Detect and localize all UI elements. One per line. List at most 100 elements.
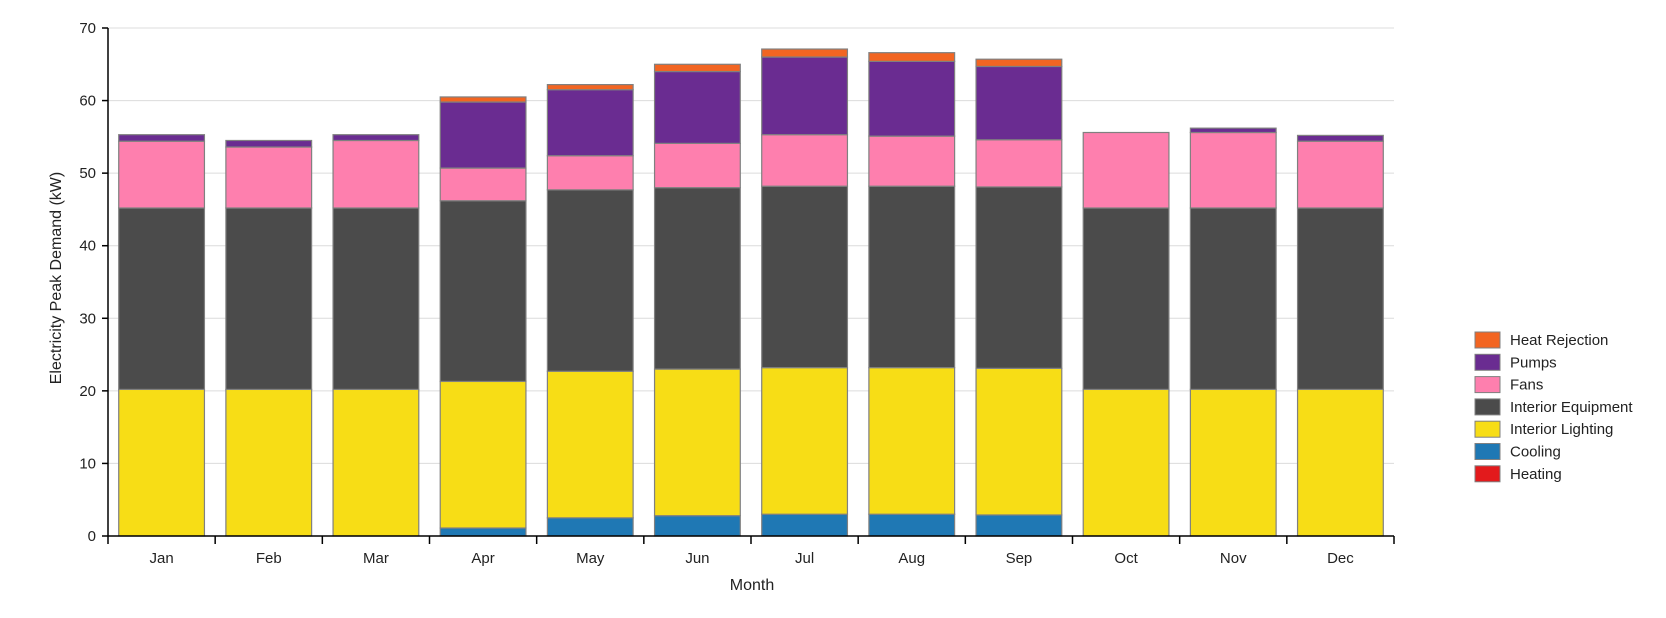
bar-segment-heat-rejection bbox=[761, 48, 849, 58]
legend-label: Fans bbox=[1510, 377, 1543, 394]
bar-segment-cooling bbox=[439, 527, 527, 537]
y-tick-label: 40 bbox=[79, 238, 96, 255]
bar-stack-dec bbox=[1296, 134, 1384, 537]
legend-item-heating: Heating bbox=[1474, 465, 1562, 483]
y-tick-label: 30 bbox=[79, 310, 96, 327]
bar-segment-interior-equipment bbox=[546, 189, 634, 372]
x-tick-label: May bbox=[576, 550, 605, 567]
legend-label: Heat Rejection bbox=[1510, 332, 1608, 349]
y-tick-label: 50 bbox=[79, 165, 96, 182]
bar-segment-pumps bbox=[439, 101, 527, 169]
bar-segment-interior-lighting bbox=[1296, 388, 1384, 537]
bar-segment-interior-lighting bbox=[868, 367, 956, 515]
bar-segment-fans bbox=[546, 155, 634, 191]
bar-stack-apr bbox=[439, 96, 527, 537]
bar-stack-sep bbox=[975, 58, 1063, 537]
bar-segment-pumps bbox=[118, 134, 206, 142]
bar-segment-interior-equipment bbox=[439, 200, 527, 383]
bar-segment-cooling bbox=[761, 513, 849, 537]
legend-swatch bbox=[1474, 443, 1501, 460]
bar-segment-interior-lighting bbox=[439, 380, 527, 529]
legend-item-heat-rejection: Heat Rejection bbox=[1474, 331, 1608, 349]
x-tick-label: Aug bbox=[898, 550, 925, 567]
bar-segment-interior-lighting bbox=[546, 370, 634, 519]
legend-item-interior-equipment: Interior Equipment bbox=[1474, 398, 1633, 416]
bar-segment-fans bbox=[225, 146, 313, 209]
bar-segment-fans bbox=[332, 139, 420, 209]
bar-stack-nov bbox=[1189, 127, 1277, 537]
bar-segment-pumps bbox=[546, 89, 634, 157]
bar-segment-cooling bbox=[868, 513, 956, 537]
bar-segment-pumps bbox=[332, 134, 420, 142]
axes: 0 10 20 30 40 50 60 70 Jan Feb Mar Apr May Jun Jul Aug S… bbox=[79, 20, 1395, 567]
x-tick-label: Jan bbox=[149, 550, 173, 567]
legend-swatch bbox=[1474, 465, 1501, 483]
x-tick-label: Mar bbox=[363, 550, 389, 567]
legend: Heat Rejection Pumps Fans Interior Equipmen… bbox=[1474, 331, 1633, 483]
legend-label: Heating bbox=[1510, 466, 1562, 483]
bar-segment-interior-equipment bbox=[118, 207, 206, 391]
bar-segment-interior-lighting bbox=[1082, 388, 1170, 537]
bar-segment-fans bbox=[1296, 140, 1384, 209]
legend-label: Pumps bbox=[1510, 354, 1557, 371]
bar-segment-fans bbox=[868, 135, 956, 187]
bar-segment-cooling bbox=[975, 514, 1063, 537]
bar-segment-interior-lighting bbox=[225, 388, 313, 537]
bar-segment-pumps bbox=[868, 60, 956, 137]
legend-swatch bbox=[1474, 398, 1501, 416]
legend-label: Interior Lighting bbox=[1510, 421, 1613, 438]
bar-segment-heat-rejection bbox=[546, 84, 634, 91]
legend-swatch bbox=[1474, 376, 1501, 394]
x-tick-label: Nov bbox=[1220, 550, 1247, 567]
legend-item-fans: Fans bbox=[1474, 376, 1543, 394]
bar-segment-interior-equipment bbox=[975, 186, 1063, 369]
x-tick-label: Apr bbox=[471, 550, 494, 567]
y-tick-label: 0 bbox=[88, 528, 96, 545]
bar-segment-pumps bbox=[653, 70, 741, 144]
bar-segment-fans bbox=[653, 142, 741, 189]
legend-item-pumps: Pumps bbox=[1474, 353, 1557, 371]
bar-segment-interior-equipment bbox=[653, 187, 741, 370]
legend-swatch bbox=[1474, 353, 1501, 371]
bar-segment-pumps bbox=[1189, 127, 1277, 134]
bar-segment-interior-equipment bbox=[868, 185, 956, 369]
legend-label: Interior Equipment bbox=[1510, 399, 1633, 416]
gridlines bbox=[108, 27, 1394, 464]
y-tick-label: 70 bbox=[79, 20, 96, 37]
bars bbox=[118, 48, 1384, 537]
bar-segment-heat-rejection bbox=[439, 96, 527, 103]
bar-stack-feb bbox=[225, 139, 313, 537]
bar-segment-interior-lighting bbox=[761, 367, 849, 515]
bar-segment-interior-lighting bbox=[332, 388, 420, 537]
x-tick-label: Jul bbox=[795, 550, 814, 567]
legend-label: Cooling bbox=[1510, 444, 1561, 461]
y-tick-label: 60 bbox=[79, 93, 96, 110]
y-axis-title: Electricity Peak Demand (kW) bbox=[48, 172, 65, 385]
bar-stack-jun bbox=[653, 63, 741, 537]
bar-segment-interior-equipment bbox=[1082, 207, 1170, 391]
bar-segment-pumps bbox=[761, 56, 849, 136]
bar-segment-pumps bbox=[975, 65, 1063, 141]
bar-stack-jan bbox=[118, 134, 206, 537]
y-tick-label: 20 bbox=[79, 383, 96, 400]
bar-stack-oct bbox=[1082, 131, 1170, 537]
bar-stack-may bbox=[546, 84, 634, 537]
bar-stack-mar bbox=[332, 134, 420, 537]
bar-segment-cooling bbox=[546, 517, 634, 537]
bar-segment-fans bbox=[1189, 131, 1277, 209]
x-tick-label: Jun bbox=[685, 550, 709, 567]
bar-stack-jul bbox=[761, 48, 849, 537]
bar-segment-interior-lighting bbox=[1189, 388, 1277, 537]
bar-segment-heat-rejection bbox=[653, 63, 741, 73]
bar-segment-interior-equipment bbox=[761, 185, 849, 369]
legend-swatch bbox=[1474, 420, 1501, 438]
bar-segment-fans bbox=[118, 140, 206, 209]
legend-swatch bbox=[1474, 331, 1501, 349]
x-tick-label: Feb bbox=[256, 550, 282, 567]
x-tick-label: Sep bbox=[1006, 550, 1033, 567]
bar-segment-interior-equipment bbox=[1189, 207, 1277, 391]
bar-segment-interior-lighting bbox=[118, 388, 206, 537]
legend-item-cooling: Cooling bbox=[1474, 443, 1561, 461]
